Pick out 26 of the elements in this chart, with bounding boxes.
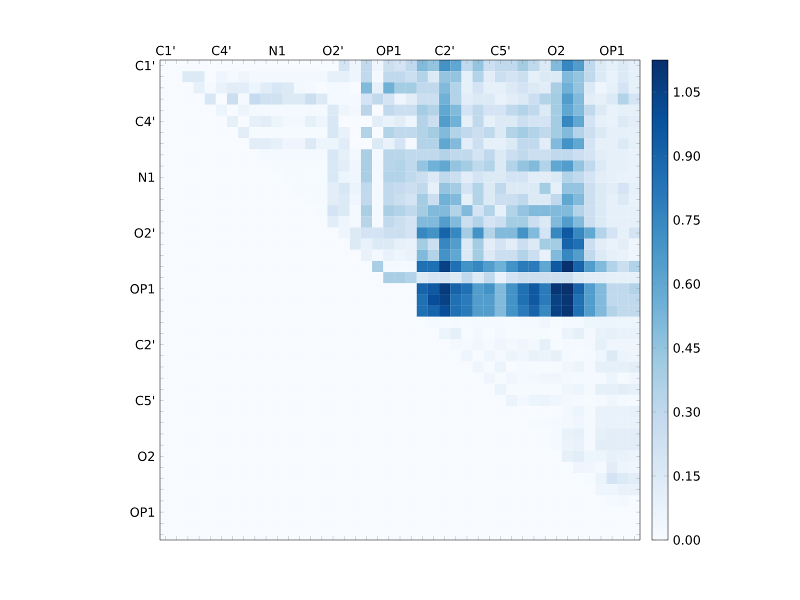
color-bar-label: 0.90 bbox=[674, 151, 700, 161]
x-tick-label: C5' bbox=[491, 46, 510, 56]
color-bar-label: 0.00 bbox=[674, 535, 700, 545]
color-bar-label: 0.30 bbox=[674, 407, 700, 417]
y-tick-label: C2' bbox=[136, 340, 154, 350]
x-tick-label: OP1 bbox=[600, 46, 624, 56]
color-bar-label: 0.75 bbox=[674, 215, 700, 225]
y-tick-label: C1' bbox=[136, 60, 154, 70]
color-bar-label: 0.15 bbox=[674, 471, 700, 481]
x-tick-label: C4' bbox=[212, 46, 230, 56]
y-tick-label: O2' bbox=[134, 228, 154, 238]
y-tick-label: OP1 bbox=[130, 507, 154, 517]
color-bar-label: 0.60 bbox=[674, 279, 700, 289]
x-tick-label: N1 bbox=[270, 46, 285, 56]
color-bar-label: 0.45 bbox=[674, 343, 700, 353]
y-tick-label: C5' bbox=[136, 396, 154, 406]
y-tick-label: OP1 bbox=[130, 284, 154, 294]
y-tick-label: C4' bbox=[136, 116, 154, 126]
x-tick-label: OP1 bbox=[376, 46, 400, 56]
x-tick-label: C2' bbox=[435, 46, 454, 56]
color-bar-label: 1.05 bbox=[674, 87, 700, 97]
x-tick-label: O2' bbox=[323, 46, 343, 56]
x-tick-label: C1' bbox=[156, 46, 175, 56]
x-tick-label: O2 bbox=[548, 46, 564, 56]
y-tick-label: O2 bbox=[138, 452, 154, 462]
y-tick-label: N1 bbox=[139, 172, 154, 182]
